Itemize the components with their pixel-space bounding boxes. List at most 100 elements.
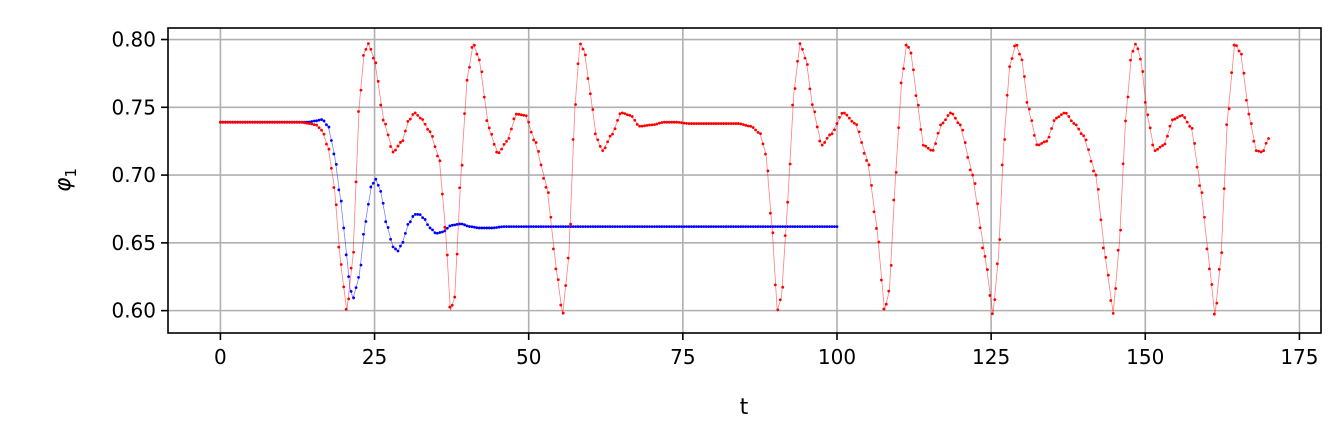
data-point: [571, 225, 575, 228]
data-point: [579, 42, 582, 46]
data-point: [1267, 137, 1270, 140]
data-point: [907, 45, 910, 49]
data-point: [349, 266, 353, 270]
data-point: [1060, 113, 1063, 117]
data-point: [1254, 149, 1258, 153]
data-point: [310, 122, 314, 126]
data-point: [685, 122, 688, 125]
data-point: [312, 123, 316, 127]
data-point: [223, 120, 227, 124]
data-point: [406, 223, 410, 226]
data-point: [505, 225, 508, 228]
data-point: [468, 65, 471, 69]
x-tick-label: 175: [1280, 345, 1318, 369]
data-point: [1020, 58, 1024, 62]
data-point: [566, 256, 570, 260]
data-point: [413, 111, 417, 115]
data-point: [500, 225, 503, 229]
data-point: [810, 225, 814, 228]
data-point: [310, 120, 314, 123]
data-point: [455, 222, 459, 226]
data-point: [253, 120, 257, 124]
data-point: [680, 225, 684, 228]
data-point: [485, 226, 489, 230]
data-point: [556, 225, 560, 228]
data-point: [510, 127, 513, 131]
data-point: [1013, 44, 1016, 48]
data-point: [487, 226, 491, 230]
data-point: [754, 225, 757, 228]
data-point: [808, 225, 812, 228]
data-point: [243, 120, 247, 124]
data-point: [717, 225, 720, 228]
data-point: [754, 128, 757, 132]
data-point: [428, 226, 432, 230]
data-point: [418, 116, 422, 120]
data-point: [1035, 143, 1039, 147]
data-point: [344, 307, 348, 311]
data-point: [1141, 70, 1145, 73]
data-point: [598, 144, 602, 148]
data-point: [1257, 149, 1261, 153]
data-point: [606, 225, 610, 228]
data-point: [608, 225, 612, 228]
y-tick-label: 0.70: [111, 163, 156, 187]
data-point: [431, 228, 434, 232]
data-point: [764, 152, 767, 156]
data-point: [1244, 98, 1248, 102]
data-point: [505, 139, 508, 143]
data-point: [495, 150, 499, 154]
data-point: [1190, 127, 1194, 130]
data-point: [295, 120, 299, 124]
data-point: [440, 192, 444, 196]
data-point: [1198, 184, 1201, 188]
data-point: [406, 120, 410, 123]
data-point: [739, 122, 743, 126]
data-point: [815, 125, 819, 129]
data-point: [473, 225, 476, 229]
data-point: [741, 123, 745, 126]
data-point: [769, 225, 772, 228]
data-point: [438, 231, 442, 234]
data-point: [993, 298, 997, 301]
data-point: [1156, 147, 1160, 151]
data-point: [855, 123, 859, 127]
data-point: [1106, 273, 1110, 277]
data-point: [544, 185, 548, 189]
data-point: [667, 120, 671, 124]
data-point: [709, 122, 713, 125]
data-point: [1131, 49, 1135, 53]
data-point: [1151, 143, 1155, 147]
data-point: [389, 237, 392, 241]
data-point: [492, 226, 496, 230]
data-point: [421, 118, 425, 121]
data-point: [870, 183, 873, 187]
data-point: [327, 125, 331, 129]
data-point: [981, 246, 984, 250]
data-point: [514, 112, 518, 116]
data-point: [658, 121, 661, 125]
data-point: [591, 225, 595, 228]
data-point: [512, 225, 516, 228]
data-point: [727, 122, 730, 125]
data-point: [566, 225, 570, 228]
data-point: [438, 159, 442, 163]
data-point: [470, 225, 474, 229]
data-point: [1055, 116, 1058, 120]
data-point: [820, 143, 824, 147]
data-point: [865, 159, 868, 162]
data-point: [463, 112, 466, 115]
data-point: [428, 130, 432, 134]
y-tick-label: 0.65: [111, 231, 156, 255]
data-point: [867, 163, 871, 167]
data-point: [719, 122, 723, 125]
data-point: [588, 225, 592, 228]
data-point: [1222, 187, 1226, 191]
data-point: [547, 191, 550, 194]
data-point: [1040, 142, 1044, 145]
data-point: [542, 225, 545, 228]
data-point: [830, 225, 834, 228]
data-point: [1175, 116, 1179, 120]
data-point: [939, 123, 942, 127]
